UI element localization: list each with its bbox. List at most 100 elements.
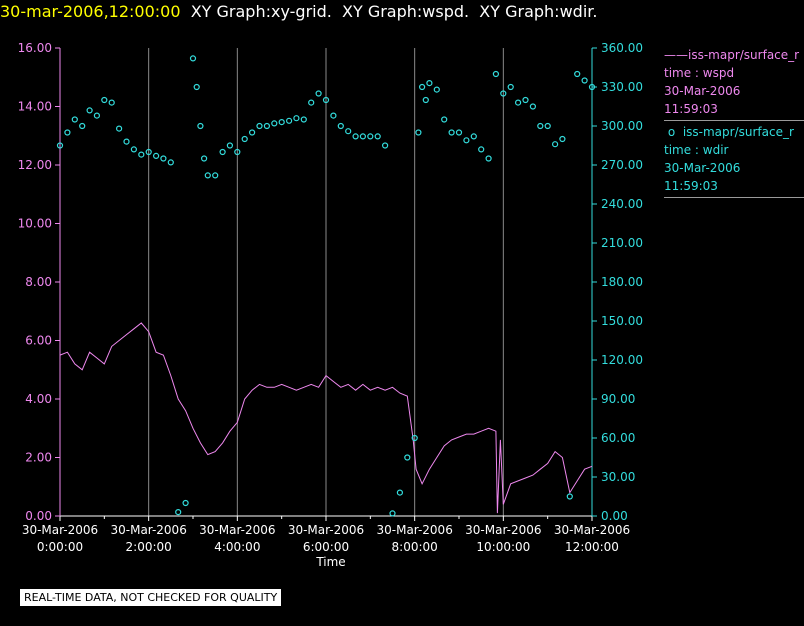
y-left-tick-label: 10.00 [18,217,52,231]
title-graph-3: XY Graph:wdir. [479,2,598,21]
chart-grid [148,48,504,516]
wdir-point [529,103,537,110]
wdir-point [138,151,145,158]
y-left-tick-label: 16.00 [18,41,52,55]
legend-line-swatch: —— [664,48,688,62]
y-right-tick-label: 60.00 [601,431,635,445]
wdir-point [522,96,529,104]
wdir-point [193,83,200,91]
wdir-point [315,90,322,97]
legend-wspd-date: 30-Mar-2006 [664,84,741,98]
wdir-point [93,112,101,119]
chart-title: 30-mar-2006,12:00:00 XY Graph:xy-grid. X… [0,0,597,26]
y-right-tick-label: 30.00 [601,470,635,484]
y-right-tick-label: 180.00 [601,275,643,289]
wdir-point [160,155,167,162]
wdir-point [426,79,433,87]
wdir-point [419,83,426,91]
wdir-point [367,133,374,140]
wdir-point [241,135,248,143]
wdir-point [382,142,389,149]
wdir-point [263,122,270,130]
y-right-tick-label: 270.00 [601,158,643,172]
wdir-point [352,133,359,140]
wdir-point [64,129,71,136]
wdir-point [470,133,477,140]
wdir-point [537,122,544,130]
wdir-point [551,141,559,148]
wspd-line [59,322,593,514]
wdir-point [345,128,352,135]
x-tick-label-date: 30-Mar-2006 [554,523,630,537]
x-tick-label-time: 6:00:00 [303,540,349,554]
wdir-point [234,148,241,156]
wdir-point [226,142,233,149]
legend: ——iss-mapr/surface_r time : wspd 30-Mar-… [664,46,804,200]
wdir-point [337,122,344,130]
wdir-point [71,116,78,123]
wdir-point [514,99,522,106]
title-graph-1: XY Graph:xy-grid. [190,2,332,21]
wdir-point [507,83,514,91]
x-tick-label-time: 2:00:00 [126,540,172,554]
wdir-point [108,99,115,106]
wdir-point [359,133,366,140]
wdir-point [455,129,463,136]
y-left-tick-label: 4.00 [25,392,52,406]
wdir-point [411,434,418,442]
legend-item-wspd: ——iss-mapr/surface_r time : wspd 30-Mar-… [664,46,804,121]
wdir-point [175,508,182,516]
wdir-point [485,155,492,162]
wdir-point [167,159,174,166]
wdir-point [433,86,440,93]
y-left-tick-label: 8.00 [25,275,52,289]
legend-wdir-var: time : wdir [664,143,729,157]
wdir-point [204,172,211,179]
x-tick-label-date: 30-Mar-2006 [22,523,98,537]
wdir-point [249,129,256,136]
wdir-point [308,99,315,106]
wdir-point [559,135,566,143]
wdir-point [189,55,197,62]
x-tick-label-time: 4:00:00 [214,540,260,554]
legend-wdir-time: 11:59:03 [664,179,718,193]
quality-notice: REAL-TIME DATA, NOT CHECKED FOR QUALITY [20,589,282,606]
wdir-point [404,454,411,461]
wdir-point [478,146,485,153]
wdir-point [441,116,448,123]
wdir-point [123,138,130,145]
wdir-point [415,129,422,136]
wdir-point [544,122,551,130]
series-wspd [59,322,593,514]
wdir-point [182,499,189,507]
chart-axes: 30-Mar-2006 0:00:00 30-Mar-2006 2:00:00 30-M… [18,41,643,554]
wdir-point [197,122,204,130]
wdir-point [588,83,596,91]
wdir-point [101,96,108,104]
wdir-point [330,112,337,119]
y-left-tick-label: 6.00 [25,334,52,348]
y-right-tick-label: 240.00 [601,197,643,211]
wdir-point [396,489,403,496]
y-left-tick-label: 0.00 [25,509,52,523]
wdir-point [278,118,285,126]
wdir-point [322,96,330,104]
x-tick-label-date: 30-Mar-2006 [465,523,541,537]
y-right-tick-label: 120.00 [601,353,643,367]
y-right-tick-label: 300.00 [601,119,643,133]
legend-wspd-var: time : wspd [664,66,735,80]
wdir-point [286,117,293,124]
y-left-tick-label: 2.00 [25,451,52,465]
wdir-point [130,146,137,153]
wdir-point [56,142,64,149]
wdir-point [115,125,123,132]
x-tick-label-time: 12:00:00 [565,540,619,554]
y-right-tick-label: 90.00 [601,392,635,406]
x-axis-label: Time [315,555,345,569]
wdir-point [212,172,219,179]
x-tick-label-time: 8:00:00 [392,540,438,554]
legend-wdir-date: 30-Mar-2006 [664,161,741,175]
wdir-point [145,148,152,156]
wdir-point [389,510,396,517]
